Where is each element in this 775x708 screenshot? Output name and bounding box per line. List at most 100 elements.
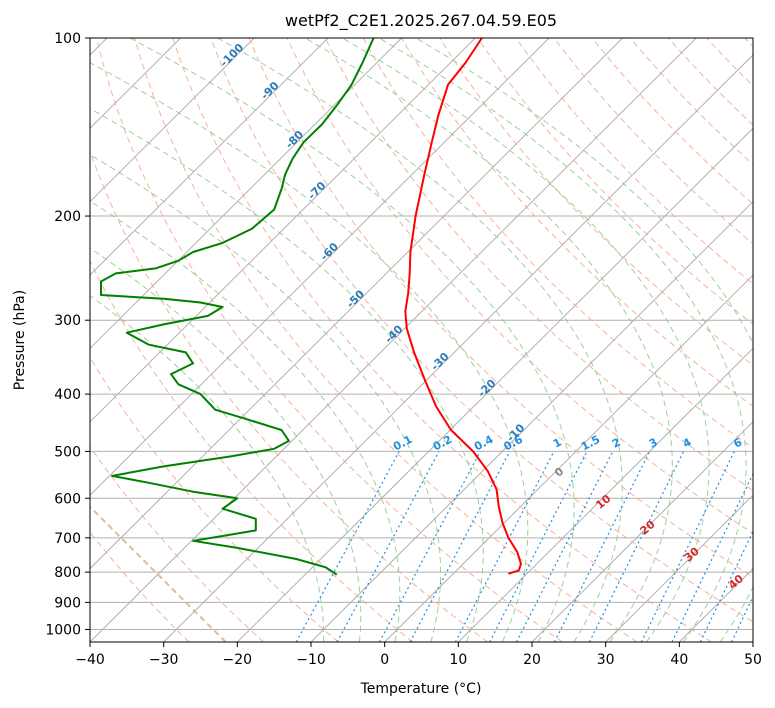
isotherm-line (384, 274, 753, 642)
chart-title: wetPf2_C2E1.2025.267.04.59.E05 (285, 11, 557, 31)
dry-adiabat-line (439, 38, 753, 366)
y-tick-label: 600 (54, 491, 81, 507)
dry-adiabat-line (477, 38, 753, 325)
mixing-ratio-line (699, 529, 753, 642)
isotherm-line (90, 38, 623, 570)
moist-adiabat-line (129, 38, 575, 642)
mixing-ratio-line (731, 595, 753, 642)
moist-adiabat-line (378, 38, 747, 642)
mixing-ratio-line (553, 451, 651, 642)
mixing-ratio-line (489, 451, 588, 642)
dry-adiabat-line (172, 38, 712, 642)
axes: −40 −30 −20 −10 0 10 20 30 40 5010020030040050060… (45, 31, 762, 668)
plot-area: 0.10.20.40.611.52346810131620253036-100-… (90, 38, 775, 642)
mixing-ratio-label: 1.5 (579, 433, 602, 454)
dry-adiabat-line (210, 38, 753, 623)
isotherm-line (163, 54, 753, 642)
dry-adiabat-line (324, 38, 753, 491)
mixing-ratio-label: 1 (551, 436, 564, 451)
mixing-ratio-line (588, 451, 685, 642)
dry-adiabat-line (401, 38, 753, 407)
mixing-ratio-label: 0.1 (391, 433, 414, 454)
y-tick-label: 700 (54, 531, 81, 547)
y-tick-label: 900 (54, 595, 81, 611)
mixing-ratio-line (336, 451, 440, 642)
mixing-ratio-line (764, 451, 775, 642)
moist-adiabat-line (341, 38, 710, 642)
dry-adiabat-line (90, 150, 488, 642)
mixing-ratio-line (640, 451, 735, 642)
isotherm-line (90, 38, 402, 350)
mixing-ratio-label: 2 (610, 436, 623, 451)
moist-adiabat-line (90, 62, 529, 642)
moist-adiabat-line (90, 295, 325, 642)
y-tick-label: 400 (54, 387, 81, 403)
dry-adiabat-line (706, 38, 753, 87)
x-tick-label: −40 (75, 652, 105, 668)
isotherm-line (310, 200, 753, 642)
y-tick-label: 1000 (45, 622, 81, 638)
x-tick-label: −10 (296, 652, 326, 668)
y-axis-title: Pressure (hPa) (12, 290, 28, 390)
isotherm-line (90, 38, 697, 642)
isotherm-line (90, 38, 550, 496)
y-tick-label: 800 (54, 565, 81, 581)
x-tick-label: 10 (449, 652, 467, 668)
dry-adiabat-line (134, 38, 638, 642)
moist-adiabat-line (217, 38, 623, 642)
dry-adiabat-line (744, 38, 753, 48)
dry-adiabat-line (248, 38, 753, 578)
y-tick-label: 300 (54, 313, 81, 329)
moist-adiabat-label: 20 (638, 518, 658, 538)
moist-adiabat-line (305, 38, 673, 642)
x-tick-label: 40 (670, 652, 688, 668)
moist-adiabat-line (90, 154, 442, 642)
mixing-ratio-label: 0.4 (472, 433, 496, 454)
isotherm-label: -60 (318, 240, 341, 263)
mixing-ratio-line (409, 451, 511, 642)
mixing-ratio-line (295, 451, 400, 642)
isotherm-label: -100 (218, 41, 247, 70)
isotherm-line (752, 641, 753, 642)
dry-adiabat-line (515, 38, 753, 285)
mixing-ratio-line (515, 451, 614, 642)
plot-frame (89, 37, 754, 643)
mixing-ratio-line (378, 451, 481, 642)
moist-adiabat-line (90, 247, 362, 642)
isotherm-label: -20 (475, 377, 498, 400)
dry-adiabat-line (362, 38, 753, 449)
moist-adiabat-label: 30 (682, 544, 702, 564)
isotherm-line (236, 127, 753, 642)
y-tick-label: 200 (54, 209, 81, 225)
x-tick-label: 50 (744, 652, 762, 668)
isotherm-line (90, 38, 329, 276)
x-tick-label: 30 (597, 652, 615, 668)
x-tick-label: −30 (149, 652, 179, 668)
dry-adiabat-line (90, 259, 414, 642)
x-tick-label: 20 (523, 652, 541, 668)
mixing-ratio-label: 4 (681, 435, 694, 450)
mixing-ratio-line (671, 472, 753, 642)
dry-adiabat-line (629, 38, 753, 165)
dry-adiabat-line (90, 445, 264, 642)
y-tick-label: 500 (54, 444, 81, 460)
isotherm-label: -40 (382, 322, 405, 345)
isotherm-label: -30 (428, 350, 451, 373)
isotherm-line (531, 421, 753, 642)
mixing-ratio-label: 8 (761, 436, 774, 451)
isotherm-line (90, 38, 476, 423)
isotherm-line (457, 347, 753, 642)
isotherm-label: -80 (283, 128, 306, 151)
x-tick-label: −20 (223, 652, 253, 668)
moist-adiabat-line (90, 200, 401, 642)
isotherm-label: -90 (258, 79, 281, 102)
dry-adiabat-line (90, 531, 190, 642)
dry-adiabat-line (90, 356, 339, 642)
dewpoint-profile-line (100, 38, 375, 576)
mixing-ratio-line (454, 451, 555, 642)
mixing-ratio-label: 0.2 (431, 433, 454, 454)
moist-adiabat-label: 0 (552, 465, 566, 480)
reference-curve-line (90, 505, 227, 642)
x-axis-title: Temperature (°C) (360, 681, 482, 697)
